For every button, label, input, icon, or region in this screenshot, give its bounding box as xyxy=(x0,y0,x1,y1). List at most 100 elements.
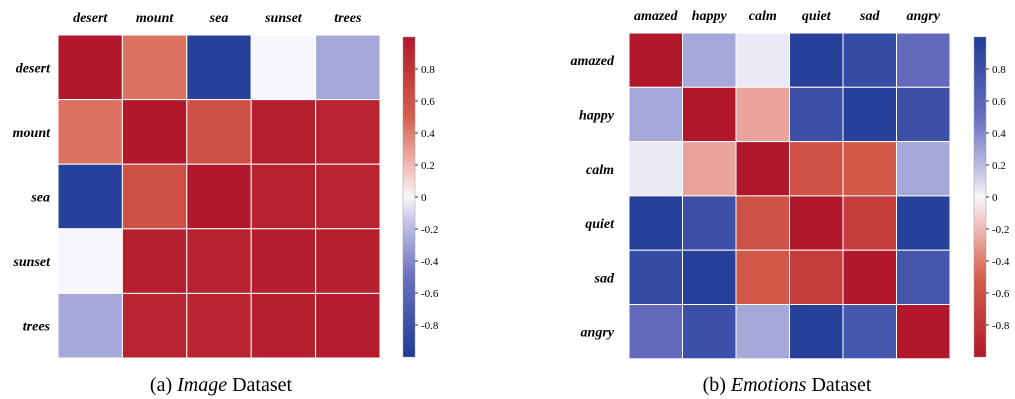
colorbar-tick-label: 0.8 xyxy=(992,64,1006,76)
heatmap-cell-calm-quiet xyxy=(789,141,844,197)
y-label-quiet: quiet xyxy=(585,217,615,232)
heatmap-cell-trees-sunset xyxy=(250,292,317,359)
heatmap-cell-happy-calm xyxy=(735,86,790,143)
heatmap-cell-sunset-trees xyxy=(315,228,381,294)
caption-emotions: (b) Emotions Dataset xyxy=(703,374,872,396)
heatmap-cell-desert-sunset xyxy=(250,34,317,101)
y-label-sunset: sunset xyxy=(12,255,51,270)
heatmap-cell-calm-angry xyxy=(896,141,951,197)
colorbar-ticks-emotions: 0.8 0.6 0.4 0.2 0 -0.2 -0.4 -0.6 -0.8 xyxy=(986,64,1010,332)
heatmap-cell-amazed-happy xyxy=(682,32,737,88)
colorbar-ticks-image: 0.8 0.6 0.4 0.2 0 -0.2 -0.4 -0.6 -0.8 xyxy=(415,64,439,332)
x-label-calm: calm xyxy=(749,9,777,24)
x-labels-image: desert mount sea sunset trees xyxy=(73,11,362,26)
heatmap-cell-mount-mount xyxy=(121,99,188,165)
heatmap-cells-image xyxy=(57,34,381,359)
heatmap-cell-quiet-angry xyxy=(896,195,951,251)
colorbar-tick-label: -0.2 xyxy=(421,224,438,236)
heatmap-cell-sunset-sunset xyxy=(250,228,317,294)
colorbar-tick-label: -0.6 xyxy=(992,288,1010,300)
y-labels-image: desert mount sea sunset trees xyxy=(12,61,51,334)
x-label-sea: sea xyxy=(209,11,229,26)
colorbar-image xyxy=(402,36,416,358)
colorbar-tick-label: 0.2 xyxy=(992,160,1006,172)
heatmap-cell-mount-trees xyxy=(315,99,381,165)
y-label-angry: angry xyxy=(581,326,615,341)
heatmap-cell-mount-sunset xyxy=(250,99,317,165)
x-labels-emotions: amazed happy calm quiet sad angry xyxy=(634,9,941,24)
heatmap-cell-sea-sea xyxy=(186,163,252,230)
colorbar-tick-label: -0.8 xyxy=(992,320,1010,332)
heatmap-cell-trees-sea xyxy=(186,292,252,359)
y-label-desert: desert xyxy=(16,61,51,76)
heatmap-cell-trees-desert xyxy=(57,292,123,359)
x-label-desert: desert xyxy=(73,11,108,26)
heatmap-cell-sad-angry xyxy=(896,249,951,305)
heatmap-cell-desert-desert xyxy=(57,34,123,101)
heatmap-cell-mount-sea xyxy=(186,99,252,165)
heatmap-cell-trees-trees xyxy=(315,292,381,359)
heatmap-cell-sea-sunset xyxy=(250,163,317,230)
y-label-sea: sea xyxy=(30,191,50,206)
heatmap-cells-emotions xyxy=(628,32,951,360)
colorbar-tick-label: 0.6 xyxy=(421,96,435,108)
heatmap-cell-quiet-quiet xyxy=(789,195,844,251)
heatmap-cell-happy-angry xyxy=(896,86,951,143)
heatmap-panel-emotions: amazed happy calm quiet sad angry amazed happy… xyxy=(570,9,1009,396)
heatmap-cell-mount-desert xyxy=(57,99,123,165)
y-label-calm: calm xyxy=(586,163,614,178)
x-label-mount: mount xyxy=(136,11,174,26)
heatmap-cell-amazed-amazed xyxy=(628,32,683,88)
x-label-sad: sad xyxy=(859,9,880,24)
heatmap-cell-sunset-desert xyxy=(57,228,123,294)
y-label-amazed: amazed xyxy=(570,54,615,69)
heatmap-cell-calm-happy xyxy=(682,141,737,197)
heatmap-cell-happy-happy xyxy=(682,86,737,143)
heatmap-cell-calm-amazed xyxy=(628,141,683,197)
heatmap-panel-image: desert mount sea sunset trees desert mount sea… xyxy=(12,11,438,396)
heatmap-cell-quiet-sad xyxy=(842,195,897,251)
colorbar-tick-label: 0.2 xyxy=(421,160,435,172)
heatmap-cell-desert-mount xyxy=(121,34,188,101)
heatmap-cell-sad-happy xyxy=(682,249,737,305)
heatmap-cell-angry-sad xyxy=(842,304,897,360)
caption-image: (a) Image Dataset xyxy=(150,374,293,396)
heatmap-cell-angry-quiet xyxy=(789,304,844,360)
heatmap-cell-sad-calm xyxy=(735,249,790,305)
heatmap-cell-amazed-sad xyxy=(842,32,897,88)
heatmap-cell-sad-sad xyxy=(842,249,897,305)
heatmap-cell-amazed-angry xyxy=(896,32,951,88)
y-label-mount: mount xyxy=(13,126,51,141)
colorbar-tick-label: 0.4 xyxy=(992,128,1006,140)
y-labels-emotions: amazed happy calm quiet sad angry xyxy=(570,54,615,341)
y-label-sad: sad xyxy=(594,271,615,286)
heatmap-cell-sea-trees xyxy=(315,163,381,230)
y-label-happy: happy xyxy=(579,108,615,123)
colorbar-tick-label: 0 xyxy=(992,192,998,204)
colorbar-tick-label: -0.6 xyxy=(421,288,439,300)
x-label-quiet: quiet xyxy=(802,9,832,24)
heatmap-cell-desert-trees xyxy=(315,34,381,101)
x-label-angry: angry xyxy=(907,9,941,24)
x-label-sunset: sunset xyxy=(264,11,303,26)
x-label-trees: trees xyxy=(334,11,362,26)
heatmap-cell-calm-calm xyxy=(735,141,790,197)
heatmap-cell-happy-amazed xyxy=(628,86,683,143)
colorbar-tick-label: -0.8 xyxy=(421,320,439,332)
heatmap-cell-quiet-happy xyxy=(682,195,737,251)
colorbar-tick-label: -0.4 xyxy=(992,256,1010,268)
heatmap-cell-happy-sad xyxy=(842,86,897,143)
heatmap-cell-angry-happy xyxy=(682,304,737,360)
x-label-amazed: amazed xyxy=(634,9,679,24)
heatmap-cell-happy-quiet xyxy=(789,86,844,143)
heatmap-cell-sea-mount xyxy=(121,163,188,230)
colorbar-tick-label: 0.6 xyxy=(992,96,1006,108)
heatmap-cell-quiet-calm xyxy=(735,195,790,251)
colorbar-tick-label: 0 xyxy=(421,192,427,204)
colorbar-tick-label: -0.4 xyxy=(421,256,439,268)
heatmap-cell-sunset-sea xyxy=(186,228,252,294)
heatmap-cell-angry-amazed xyxy=(628,304,683,360)
heatmap-cell-angry-calm xyxy=(735,304,790,360)
heatmap-cell-calm-sad xyxy=(842,141,897,197)
